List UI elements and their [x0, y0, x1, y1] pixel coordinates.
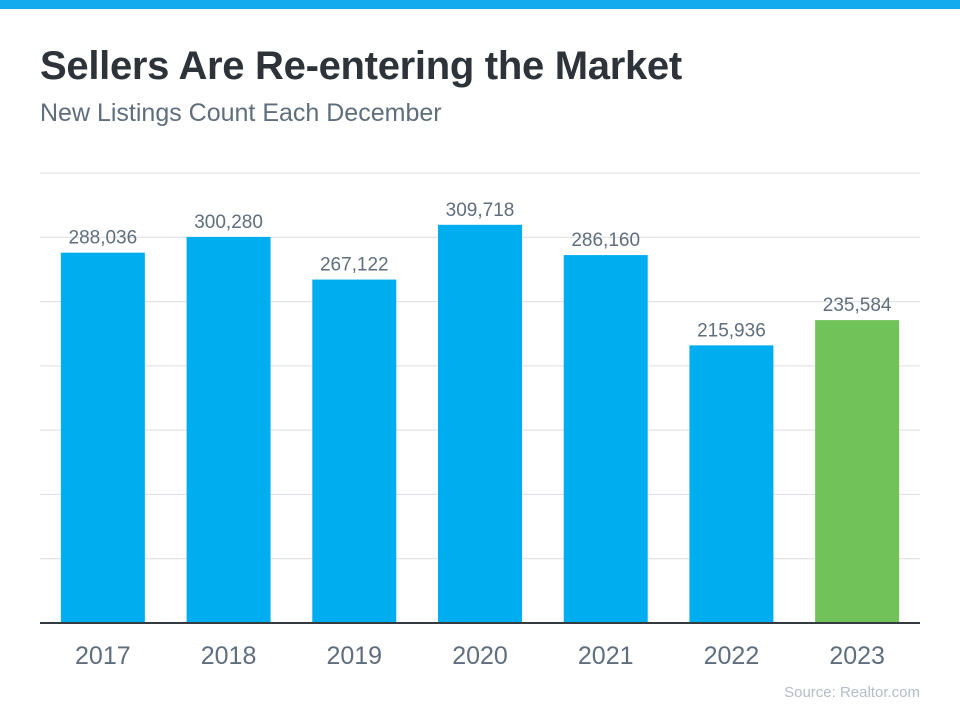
bar-2021 — [563, 255, 648, 623]
x-tick-label-2023: 2023 — [829, 642, 885, 670]
bar-2018 — [186, 236, 271, 623]
source-note: Source: Realtor.com — [784, 684, 920, 701]
bar-2017 — [60, 252, 145, 623]
x-tick-label-2017: 2017 — [75, 642, 131, 670]
data-label-2022: 215,936 — [697, 320, 766, 341]
x-tick-label-2018: 2018 — [201, 642, 257, 670]
x-tick-label-2020: 2020 — [452, 642, 508, 670]
data-label-2017: 288,036 — [69, 228, 138, 249]
data-label-2019: 267,122 — [320, 255, 389, 276]
bar-2022 — [689, 345, 774, 623]
x-tick-label-2022: 2022 — [704, 642, 760, 670]
data-label-2020: 309,718 — [446, 200, 515, 221]
data-label-2021: 286,160 — [571, 230, 640, 251]
bar-2023 — [815, 320, 900, 623]
top-accent-bar — [0, 0, 960, 9]
data-label-2023: 235,584 — [823, 295, 892, 316]
x-tick-label-2019: 2019 — [326, 642, 382, 670]
bar-2020 — [438, 224, 522, 623]
chart-subtitle: New Listings Count Each December — [40, 99, 442, 127]
data-label-2018: 300,280 — [194, 212, 263, 233]
bar-2019 — [312, 279, 397, 623]
x-tick-label-2021: 2021 — [578, 642, 634, 670]
chart-title: Sellers Are Re-entering the Market — [40, 44, 682, 88]
